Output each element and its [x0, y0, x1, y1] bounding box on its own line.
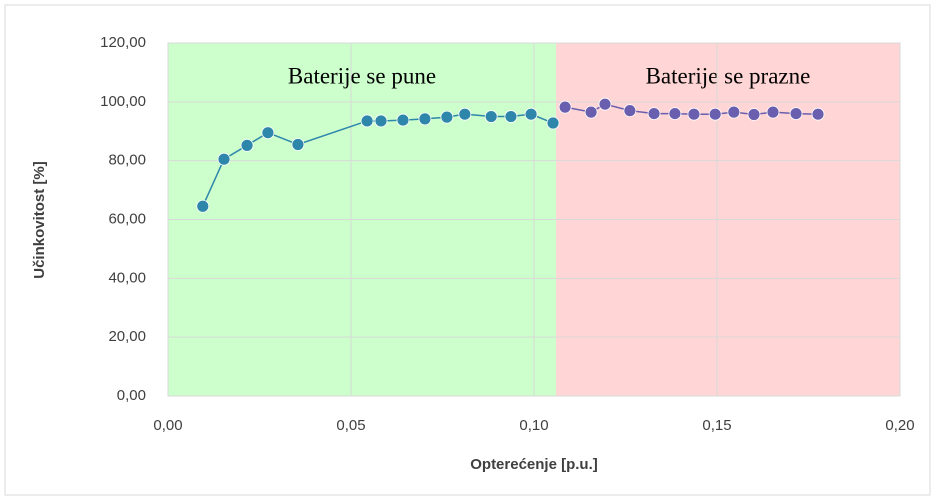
point [668, 107, 682, 120]
x-tick-label: 0,10 [519, 417, 548, 434]
point [811, 107, 825, 121]
point [396, 113, 410, 127]
point [766, 105, 780, 119]
y-tick-label: 0,00 [117, 387, 146, 404]
region-label: Baterije se pune [288, 63, 436, 88]
point [196, 199, 210, 213]
point [598, 97, 612, 111]
point [727, 105, 741, 119]
x-axis-title: Opterećenje [p.u.] [470, 456, 598, 473]
point [291, 138, 305, 151]
x-tick-label: 0,05 [336, 417, 365, 434]
point [558, 100, 572, 114]
y-tick-label: 40,00 [108, 269, 146, 286]
point [623, 104, 637, 118]
y-tick-label: 60,00 [108, 210, 146, 227]
point [360, 114, 374, 128]
point [687, 107, 701, 121]
point [524, 107, 538, 121]
y-tick-label: 120,00 [100, 34, 146, 51]
point [261, 126, 275, 140]
point [458, 107, 472, 121]
point [708, 107, 722, 121]
x-tick-label: 0,20 [885, 417, 914, 434]
plot-border [167, 42, 901, 397]
region-label: Baterije se prazne [646, 63, 811, 88]
x-tick-label: 0,00 [153, 417, 182, 434]
point [546, 116, 560, 130]
point [584, 105, 598, 119]
point [374, 114, 388, 128]
point [440, 110, 454, 124]
x-tick-label: 0,15 [702, 417, 731, 434]
point [217, 152, 231, 166]
point [504, 110, 518, 123]
point [647, 107, 661, 120]
y-tick-label: 80,00 [108, 152, 146, 169]
point [789, 107, 803, 120]
y-axis-title: Učinkovitost [%] [31, 161, 48, 279]
point [418, 112, 432, 126]
plot-area: Baterije se pune Baterije se prazne 0,00 20… [100, 34, 914, 434]
point [484, 110, 498, 123]
point [747, 108, 761, 121]
y-tick-label: 100,00 [100, 93, 146, 110]
point [240, 138, 254, 152]
y-tick-label: 20,00 [108, 328, 146, 345]
